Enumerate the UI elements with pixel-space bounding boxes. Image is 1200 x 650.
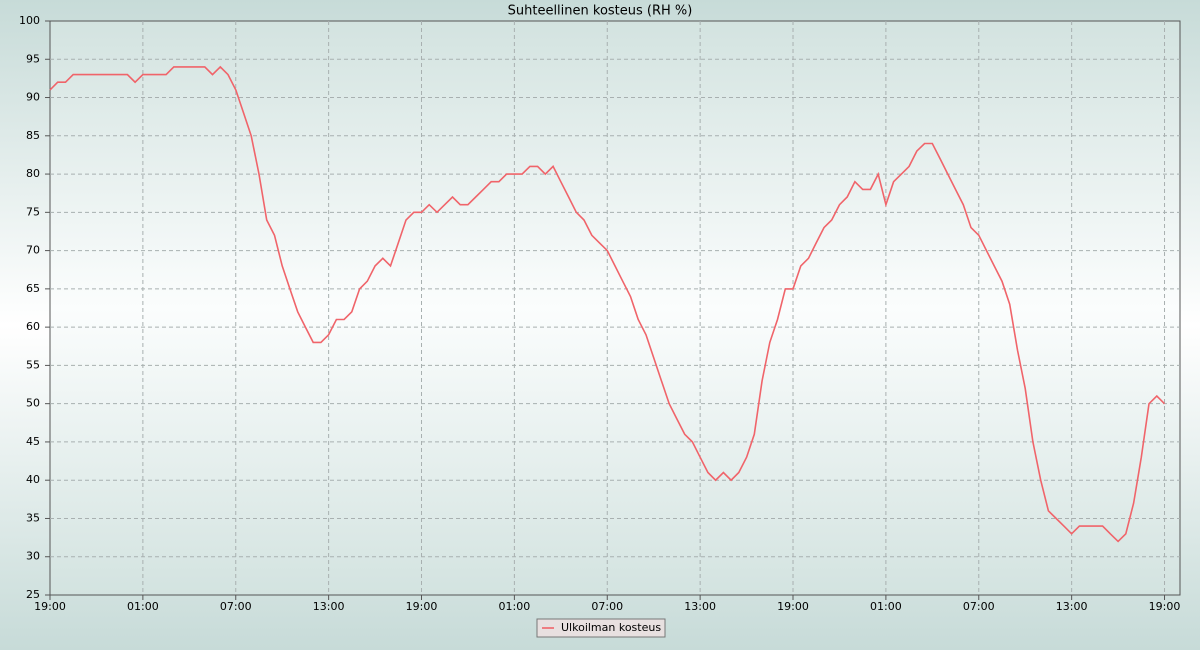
y-tick-label: 45 <box>26 435 40 448</box>
marks <box>49 65 1166 543</box>
legend-label: Ulkoilman kosteus <box>561 621 661 634</box>
y-tick-label: 70 <box>26 244 40 257</box>
y-tick-label: 40 <box>26 473 40 486</box>
x-tick-label: 07:00 <box>963 600 995 613</box>
y-tick-label: 35 <box>26 511 40 524</box>
x-tick-label: 19:00 <box>777 600 809 613</box>
x-tick-label: 07:00 <box>220 600 252 613</box>
y-tick-label: 50 <box>26 397 40 410</box>
y-tick-label: 100 <box>19 14 40 27</box>
plot-area <box>49 20 1181 596</box>
y-tick-label: 25 <box>26 588 40 601</box>
x-tick-label: 01:00 <box>499 600 531 613</box>
x-tick-label: 19:00 <box>34 600 66 613</box>
x-tick-label: 01:00 <box>870 600 902 613</box>
x-tick-label: 13:00 <box>313 600 345 613</box>
y-tick-label: 30 <box>26 550 40 563</box>
grid <box>50 21 1180 595</box>
y-tick-label: 85 <box>26 129 40 142</box>
y-tick-label: 55 <box>26 358 40 371</box>
y-tick-label: 80 <box>26 167 40 180</box>
x-tick-label: 01:00 <box>127 600 159 613</box>
chart-title: Suhteellinen kosteus (RH %) <box>508 4 693 19</box>
x-tick-label: 07:00 <box>591 600 623 613</box>
line <box>49 65 1166 543</box>
x-tick-label: 13:00 <box>684 600 716 613</box>
y-tick-label: 90 <box>26 91 40 104</box>
x-tick-label: 19:00 <box>406 600 438 613</box>
y-tick-label: 75 <box>26 205 40 218</box>
y-tick-label: 65 <box>26 282 40 295</box>
x-tick-label: 19:00 <box>1149 600 1181 613</box>
x-tick-label: 13:00 <box>1056 600 1088 613</box>
legend <box>536 618 666 638</box>
y-tick-label: 95 <box>26 52 40 65</box>
y-tick-label: 60 <box>26 320 40 333</box>
